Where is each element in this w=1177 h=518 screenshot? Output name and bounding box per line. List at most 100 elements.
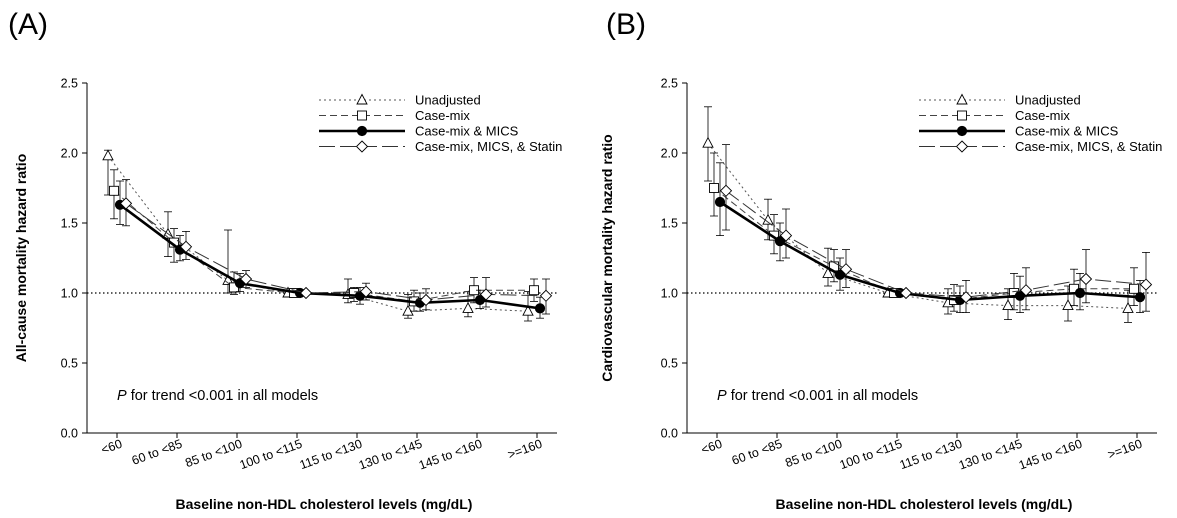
- panel-label: (B): [606, 8, 646, 41]
- trend-annotation: P for trend <0.001 in all models: [717, 388, 918, 404]
- data-point: [109, 185, 119, 196]
- y-tick-label: 0.0: [61, 427, 78, 441]
- y-tick-label: 0.5: [661, 357, 678, 371]
- series-line: [707, 142, 1129, 309]
- y-tick-label: 0.0: [661, 427, 678, 441]
- series-case-mix-mics-statin: [119, 179, 553, 315]
- x-tick-label: >=160: [506, 437, 544, 462]
- x-tick-label: 85 to <100: [183, 437, 244, 470]
- x-tick-label: 145 to <160: [1017, 437, 1084, 473]
- data-point: [239, 272, 253, 286]
- data-point: [822, 266, 834, 278]
- data-point: [462, 301, 474, 313]
- series-case-mix-mics: [714, 162, 1146, 314]
- data-point: [839, 263, 853, 276]
- series-line: [719, 200, 1141, 302]
- legend-marker: [357, 110, 367, 121]
- data-point: [779, 229, 793, 242]
- data-point: [179, 240, 193, 253]
- data-point: [1129, 283, 1139, 294]
- series-case-mix-mics: [114, 180, 546, 319]
- data-point: [529, 285, 539, 296]
- data-point: [702, 136, 714, 148]
- data-point: [1062, 299, 1074, 311]
- annotation-text: for trend <0.001 in all models: [127, 388, 318, 404]
- y-tick-label: 1.5: [61, 217, 78, 231]
- series-case-mix-mics-statin: [719, 144, 1153, 314]
- x-tick-label: 85 to <100: [783, 437, 844, 470]
- data-point: [102, 149, 114, 161]
- legend-marker: [957, 110, 967, 121]
- series-case-mix: [709, 152, 1139, 312]
- legend-marker: [955, 140, 969, 153]
- data-point: [1079, 272, 1093, 286]
- legend-label: Case-mix & MICS: [1015, 124, 1119, 139]
- y-tick-label: 1.5: [661, 217, 678, 231]
- data-point: [539, 289, 553, 302]
- data-point: [402, 304, 414, 316]
- legend-label: Case-mix: [1015, 108, 1070, 123]
- x-tick-label: 145 to <160: [417, 437, 484, 473]
- x-tick-label: 115 to <130: [898, 437, 964, 473]
- x-tick-label: <60: [99, 437, 124, 457]
- data-point: [1122, 301, 1134, 313]
- y-tick-label: 2.0: [61, 147, 78, 161]
- legend-marker: [956, 125, 968, 137]
- y-tick-label: 1.0: [61, 287, 78, 301]
- data-point: [119, 197, 133, 210]
- x-tick-label: 100 to <115: [238, 437, 304, 473]
- data-point: [1019, 284, 1033, 297]
- panel-label: (A): [8, 8, 48, 41]
- data-point: [222, 273, 234, 285]
- y-tick-label: 2.5: [661, 77, 678, 91]
- data-point: [762, 213, 774, 225]
- chart-panel-b: (B) 0.0 0.5 1.0 1.5 2.0 2.5 <60 60 to <85 85 to <…: [599, 8, 1162, 512]
- y-tick-label: 0.5: [61, 357, 78, 371]
- x-tick-label: 100 to <115: [838, 437, 904, 473]
- legend-label: Case-mix & MICS: [415, 124, 519, 139]
- x-tick-label: <60: [699, 437, 724, 457]
- data-point: [1002, 299, 1014, 311]
- x-axis-title: Baseline non-HDL cholesterol levels (mg/…: [176, 496, 473, 512]
- x-axis-title: Baseline non-HDL cholesterol levels (mg/…: [776, 496, 1073, 512]
- x-tick-label: 130 to <145: [957, 437, 1024, 473]
- data-point: [709, 183, 719, 193]
- y-axis-title: All-cause mortality hazard ratio: [13, 154, 29, 363]
- data-point: [719, 184, 733, 197]
- legend-marker: [355, 140, 369, 153]
- data-point: [1134, 292, 1146, 303]
- series-case-mix: [109, 169, 539, 312]
- data-point: [714, 196, 726, 208]
- data-point: [834, 269, 846, 280]
- legend-marker: [356, 125, 368, 137]
- legend-marker: [356, 93, 368, 105]
- legend-label: Case-mix, MICS, & Statin: [415, 139, 562, 154]
- data-point: [299, 286, 313, 300]
- x-tick-label: 115 to <130: [298, 437, 364, 473]
- y-tick-label: 1.0: [661, 287, 678, 301]
- legend-label: Unadjusted: [415, 93, 481, 108]
- legend-label: Case-mix: [415, 108, 470, 123]
- data-point: [959, 291, 973, 304]
- data-point: [1139, 278, 1153, 291]
- data-point: [1074, 287, 1086, 299]
- data-point: [522, 304, 534, 316]
- x-tick-label: >=160: [1106, 437, 1144, 462]
- legend-label: Case-mix, MICS, & Statin: [1015, 139, 1162, 154]
- legend-label: Unadjusted: [1015, 93, 1081, 108]
- data-point: [899, 286, 913, 300]
- x-tick-label: 60 to <85: [730, 437, 784, 468]
- annotation-p: P: [117, 388, 127, 404]
- series-line: [725, 190, 1147, 298]
- y-axis-title: Cardiovascular mortality hazard ratio: [599, 134, 615, 381]
- annotation-p: P: [717, 388, 727, 404]
- y-tick-label: 2.5: [61, 77, 78, 91]
- data-point: [534, 303, 546, 314]
- annotation-text: for trend <0.001 in all models: [727, 388, 918, 404]
- series-unadjusted: [102, 149, 534, 322]
- x-tick-label: 60 to <85: [130, 437, 184, 468]
- y-tick-label: 2.0: [661, 147, 678, 161]
- data-point: [774, 236, 786, 247]
